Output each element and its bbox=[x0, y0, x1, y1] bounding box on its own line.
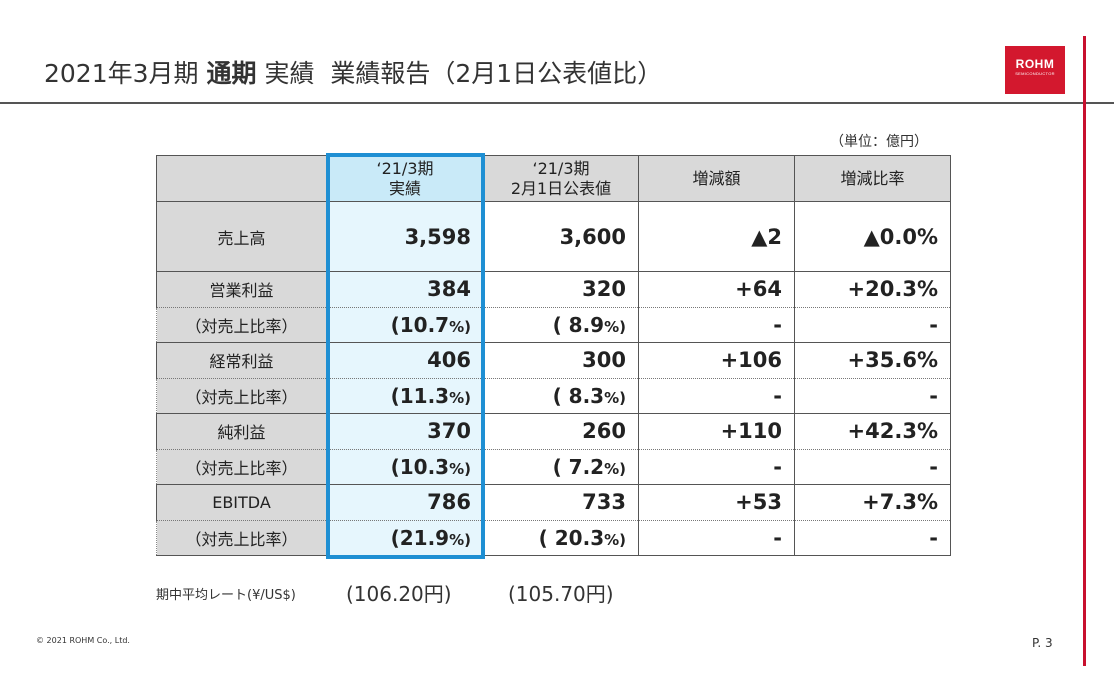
accent-bar bbox=[1083, 36, 1086, 666]
row-label: 純利益 bbox=[156, 413, 327, 449]
cell-change-rate: +7.3% bbox=[794, 484, 951, 520]
col-header-actual: ‘21/3期 実績 bbox=[326, 155, 484, 202]
table-row-operating-ratio: （対売上比率） (10.7%) ( 8.9%) - - bbox=[156, 306, 951, 343]
table-row-ordinary-profit: 経常利益 406 300 +106 +35.6% bbox=[156, 342, 951, 378]
cell-forecast-ratio: ( 20.3%) bbox=[483, 519, 639, 556]
table-row-ordinary-ratio: （対売上比率） (11.3%) ( 8.3%) - - bbox=[156, 377, 951, 414]
row-label: 売上高 bbox=[156, 201, 327, 272]
cell-dash: - bbox=[794, 448, 951, 485]
exchange-rate-label: 期中平均レート(¥/US$) bbox=[156, 588, 296, 603]
cell-forecast: 733 bbox=[483, 484, 639, 520]
cell-change: +106 bbox=[638, 342, 795, 378]
row-label: （対売上比率） bbox=[156, 519, 327, 556]
title-divider bbox=[0, 102, 1114, 104]
cell-change: ▲2 bbox=[638, 201, 795, 272]
rohm-logo: ROHM SEMICONDUCTOR bbox=[1005, 46, 1065, 94]
exchange-rate-actual: (106.20円) bbox=[346, 582, 452, 606]
cell-change-rate: ▲0.0% bbox=[794, 201, 951, 272]
cell-forecast-ratio: ( 7.2%) bbox=[483, 448, 639, 485]
row-label: （対売上比率） bbox=[156, 377, 327, 414]
cell-actual: 384 bbox=[326, 271, 484, 307]
logo-tagline: SEMICONDUCTOR bbox=[1015, 71, 1055, 76]
results-table: ‘21/3期 実績 ‘21/3期 2月1日公表値 増減額 増減比率 売上高 3,59… bbox=[156, 155, 951, 556]
cell-actual-ratio: (10.7%) bbox=[326, 306, 484, 343]
row-label: EBITDA bbox=[156, 484, 327, 520]
cell-dash: - bbox=[794, 377, 951, 414]
table-row-net-profit: 純利益 370 260 +110 +42.3% bbox=[156, 413, 951, 449]
cell-change-rate: +35.6% bbox=[794, 342, 951, 378]
title-report: 業績報告（2月1日公表値比） bbox=[330, 59, 663, 88]
title-results: 実績 bbox=[264, 59, 315, 88]
cell-forecast: 300 bbox=[483, 342, 639, 378]
title-full-year: 通期 bbox=[206, 59, 257, 88]
cell-forecast: 320 bbox=[483, 271, 639, 307]
cell-actual: 3,598 bbox=[326, 201, 484, 272]
cell-actual: 406 bbox=[326, 342, 484, 378]
table-row-ebitda-ratio: （対売上比率） (21.9%) ( 20.3%) - - bbox=[156, 519, 951, 556]
row-label: （対売上比率） bbox=[156, 306, 327, 343]
row-label: 営業利益 bbox=[156, 271, 327, 307]
cell-dash: - bbox=[794, 306, 951, 343]
cell-change: +110 bbox=[638, 413, 795, 449]
cell-dash: - bbox=[794, 519, 951, 556]
page-number: P. 3 bbox=[1032, 636, 1053, 650]
cell-actual-ratio: (10.3%) bbox=[326, 448, 484, 485]
table-row-operating-profit: 営業利益 384 320 +64 +20.3% bbox=[156, 271, 951, 307]
cell-dash: - bbox=[638, 448, 795, 485]
cell-actual-ratio: (21.9%) bbox=[326, 519, 484, 556]
cell-dash: - bbox=[638, 306, 795, 343]
table-row-ebitda: EBITDA 786 733 +53 +7.3% bbox=[156, 484, 951, 520]
corner-cell bbox=[156, 155, 327, 202]
cell-forecast-ratio: ( 8.3%) bbox=[483, 377, 639, 414]
col-header-change-rate: 増減比率 bbox=[794, 155, 951, 202]
page-title: 2021年3月期 通期 実績 業績報告（2月1日公表値比） bbox=[44, 54, 662, 90]
cell-actual: 370 bbox=[326, 413, 484, 449]
cell-change: +64 bbox=[638, 271, 795, 307]
copyright: © 2021 ROHM Co., Ltd. bbox=[36, 636, 130, 645]
cell-change-rate: +42.3% bbox=[794, 413, 951, 449]
table-row-net-ratio: （対売上比率） (10.3%) ( 7.2%) - - bbox=[156, 448, 951, 485]
cell-dash: - bbox=[638, 377, 795, 414]
col-header-forecast: ‘21/3期 2月1日公表値 bbox=[483, 155, 639, 202]
exchange-rate-forecast: (105.70円) bbox=[508, 582, 614, 606]
cell-forecast: 3,600 bbox=[483, 201, 639, 272]
row-label: （対売上比率） bbox=[156, 448, 327, 485]
row-label: 経常利益 bbox=[156, 342, 327, 378]
cell-actual-ratio: (11.3%) bbox=[326, 377, 484, 414]
table-row-sales: 売上高 3,598 3,600 ▲2 ▲0.0% bbox=[156, 201, 951, 272]
cell-change: +53 bbox=[638, 484, 795, 520]
logo-wordmark: ROHM bbox=[1015, 57, 1055, 71]
col-header-change: 増減額 bbox=[638, 155, 795, 202]
actual-column-highlight-frame bbox=[326, 153, 485, 559]
cell-change-rate: +20.3% bbox=[794, 271, 951, 307]
cell-forecast: 260 bbox=[483, 413, 639, 449]
cell-actual: 786 bbox=[326, 484, 484, 520]
unit-note: （単位：億円） bbox=[830, 134, 928, 150]
title-period: 2021年3月期 bbox=[44, 59, 199, 88]
cell-dash: - bbox=[638, 519, 795, 556]
cell-forecast-ratio: ( 8.9%) bbox=[483, 306, 639, 343]
